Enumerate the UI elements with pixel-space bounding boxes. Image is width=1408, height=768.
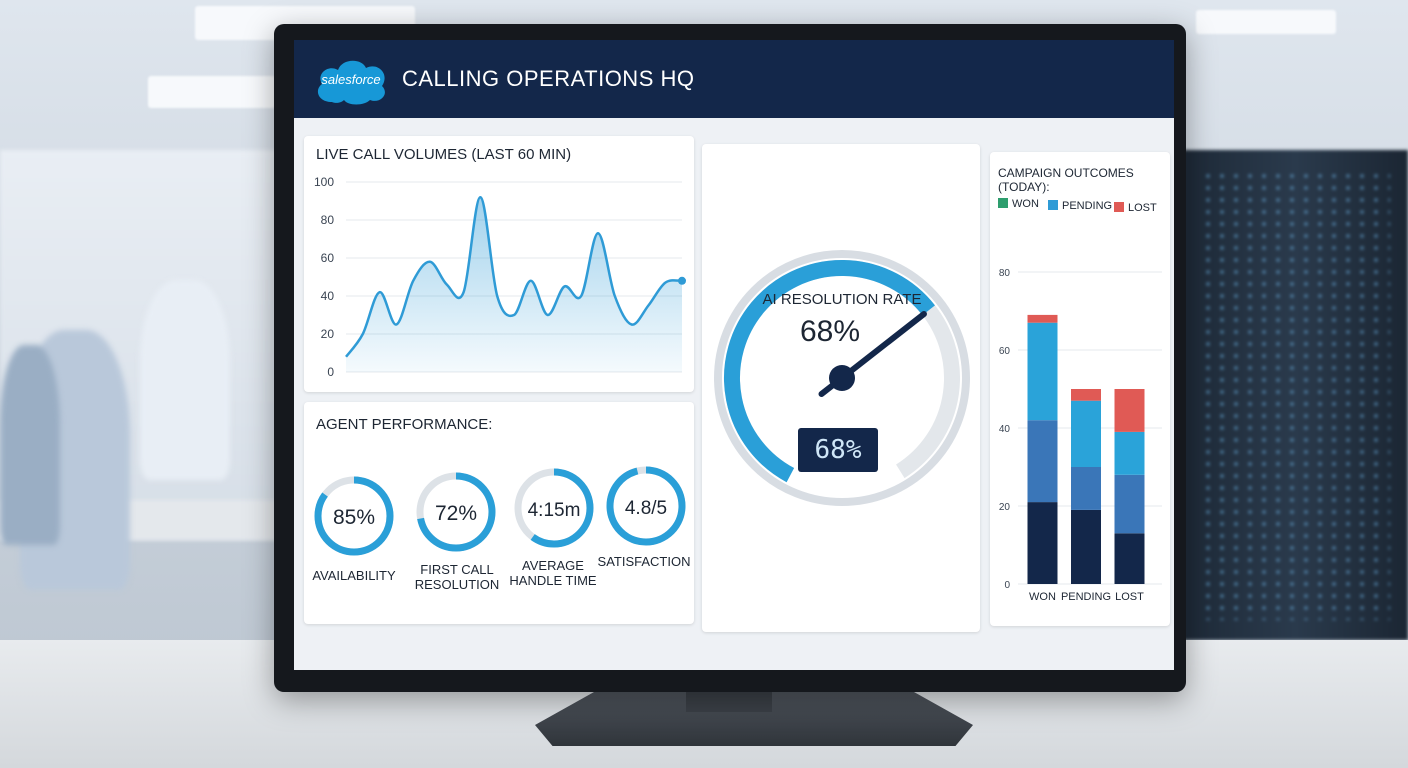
kpi-ring-fill bbox=[514, 468, 594, 548]
server-rack bbox=[1183, 150, 1408, 640]
kpi-label-availability: AVAILABILITY bbox=[312, 568, 396, 583]
legend-item-won[interactable]: WON bbox=[998, 198, 1039, 210]
bar-segment bbox=[1114, 389, 1145, 432]
y-tick-label: 20 bbox=[999, 502, 1011, 513]
y-tick-label: 20 bbox=[321, 327, 335, 341]
monitor-stand-neck bbox=[686, 690, 772, 712]
dashboard-header: salesforce CALLING OPERATIONS HQ bbox=[294, 40, 1174, 118]
y-tick-label: 80 bbox=[999, 268, 1011, 279]
bar-segment bbox=[1071, 400, 1101, 467]
ai-resolution-gauge: AI RESOLUTION RATE 68% bbox=[714, 250, 970, 506]
ceiling-light bbox=[148, 76, 276, 108]
kpi-label-satisfaction: SATISFACTION bbox=[597, 554, 691, 569]
live-call-volumes-chart: 0 20 40 60 80 100 bbox=[314, 175, 686, 379]
dashboard-screen: salesforce CALLING OPERATIONS HQ LIVE CA… bbox=[294, 40, 1174, 670]
x-tick-label: PENDING bbox=[1061, 591, 1111, 603]
monitor: salesforce CALLING OPERATIONS HQ LIVE CA… bbox=[274, 24, 1186, 692]
area-fill bbox=[346, 197, 682, 372]
y-tick-label: 0 bbox=[1004, 580, 1010, 591]
x-tick-label: WON bbox=[1029, 591, 1056, 603]
salesforce-logo[interactable] bbox=[312, 54, 390, 106]
agent-performance-title: AGENT PERFORMANCE: bbox=[316, 416, 493, 433]
bar-segment bbox=[1027, 420, 1058, 503]
bar-segment bbox=[1114, 533, 1145, 584]
bar-segment bbox=[1027, 502, 1058, 584]
gauge-fill-arc bbox=[724, 260, 935, 483]
app-title: CALLING OPERATIONS HQ bbox=[402, 66, 695, 91]
ai-resolution-gauge-card: AI RESOLUTION RATE 68% 68% bbox=[702, 144, 980, 632]
y-tick-label: 40 bbox=[999, 424, 1011, 435]
gauge-label: AI RESOLUTION RATE bbox=[763, 291, 922, 308]
bar-segment bbox=[1114, 474, 1145, 534]
gauge-hub bbox=[829, 365, 855, 391]
agent-kpi-rings: 85% 72% 4:15m 4.8/5 bbox=[314, 466, 686, 556]
kpi-ring-fill bbox=[606, 466, 686, 546]
legend-swatch bbox=[1114, 202, 1124, 212]
kpi-value: 4:15m bbox=[528, 500, 581, 521]
background-person bbox=[140, 280, 230, 480]
campaign-outcomes-title: CAMPAIGN OUTCOMES (TODAY): bbox=[998, 166, 1134, 194]
bar-segment bbox=[1071, 389, 1101, 401]
kpi-value: 4.8/5 bbox=[625, 498, 667, 519]
legend-swatch bbox=[998, 198, 1008, 208]
gauge-value: 68% bbox=[800, 315, 860, 348]
y-tick-label: 100 bbox=[314, 175, 334, 189]
logo-text: salesforce bbox=[321, 72, 381, 87]
kpi-ring-fill bbox=[416, 472, 496, 552]
bar-segment bbox=[1071, 467, 1101, 510]
kpi-label-average-handle-time: AVERAGE HANDLE TIME bbox=[509, 558, 597, 588]
kpi-ring-fill bbox=[314, 476, 394, 556]
kpi-label-first-call-resolution: FIRST CALL RESOLUTION bbox=[414, 562, 500, 592]
agent-performance-card: AGENT PERFORMANCE: 85% 72% 4:15m 4.8/5 AVAI… bbox=[304, 402, 694, 624]
y-tick-label: 40 bbox=[321, 289, 335, 303]
kpi-value: 72% bbox=[435, 502, 477, 525]
series-line bbox=[344, 195, 683, 358]
x-tick-label: LOST bbox=[1115, 591, 1144, 603]
bar-segment bbox=[1027, 322, 1058, 421]
y-tick-label: 0 bbox=[327, 365, 334, 379]
legend-item-pending[interactable]: PENDING bbox=[1048, 200, 1112, 212]
live-call-volumes-title: LIVE CALL VOLUMES (LAST 60 MIN) bbox=[316, 146, 572, 163]
legend-item-lost[interactable]: LOST bbox=[1114, 202, 1157, 214]
bar-segment bbox=[1071, 509, 1101, 584]
live-call-volumes-card: LIVE CALL VOLUMES (LAST 60 MIN) 0 20 40 60 8… bbox=[304, 136, 694, 392]
bar-segment bbox=[1027, 314, 1058, 323]
campaign-outcomes-card: CAMPAIGN OUTCOMES (TODAY): WON PENDING L… bbox=[990, 152, 1170, 626]
y-tick-label: 80 bbox=[321, 213, 335, 227]
data-point-latest bbox=[678, 276, 686, 285]
bar-segment bbox=[1114, 431, 1145, 475]
gauge-digital-readout: 68% bbox=[798, 428, 878, 472]
background-person bbox=[0, 345, 60, 545]
legend-swatch bbox=[1048, 200, 1058, 210]
kpi-value: 85% bbox=[333, 506, 375, 529]
y-tick-label: 60 bbox=[999, 346, 1011, 357]
y-tick-label: 60 bbox=[321, 251, 335, 265]
campaign-outcomes-chart: 0 20 40 60 80 WON PENDING LOST bbox=[999, 268, 1162, 603]
ceiling-light bbox=[1196, 10, 1336, 34]
